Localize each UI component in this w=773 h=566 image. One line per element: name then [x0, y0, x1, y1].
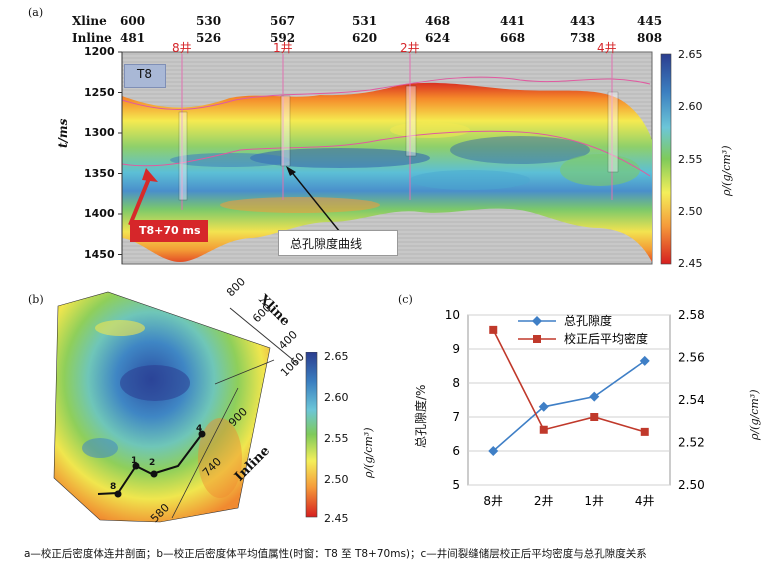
series-point-porosity	[488, 446, 499, 456]
map-colorbar	[305, 352, 318, 518]
map-well-label: 1	[131, 456, 138, 466]
map-well-label: 4	[196, 424, 203, 434]
x-category-label: 1井	[584, 494, 604, 508]
horizon-t8-70-label: T8+70 ms	[139, 224, 201, 237]
xline-value: 445	[637, 14, 663, 28]
well-trace-2	[405, 54, 417, 200]
x-category-label: 8井	[483, 494, 503, 508]
section-y-tick: 1200	[84, 45, 115, 58]
right-y-tick: 2.54	[678, 393, 705, 407]
left-y-tick: 6	[452, 444, 460, 458]
horizon-t8-label: T8	[137, 67, 152, 81]
map-well-label: 2	[149, 458, 156, 468]
series-point-porosity	[589, 391, 600, 402]
legend-marker-porosity	[532, 316, 542, 326]
map-well-2-marker	[150, 470, 158, 478]
right-y-tick: 2.50	[678, 478, 705, 492]
series-point-porosity	[639, 355, 650, 366]
inline-value: 526	[196, 31, 222, 45]
series-point-density	[590, 413, 599, 421]
section-y-tick: 1450	[84, 248, 115, 261]
inline-value: 668	[500, 31, 526, 45]
xline-value: 443	[570, 14, 596, 28]
section-y-axis-label: t/ms	[56, 118, 70, 148]
section-y-tick: 1350	[84, 167, 115, 180]
series-point-density	[489, 325, 498, 334]
legend-marker-density	[533, 335, 541, 343]
xline-value: 441	[500, 14, 526, 28]
horizon-t8-70-box	[130, 220, 208, 242]
map-well-1-marker	[132, 462, 140, 470]
section-colorbar-tick: 2.65	[678, 48, 703, 61]
map-colorbar-tick: 2.50	[324, 473, 349, 486]
well-trace-1	[280, 54, 291, 200]
right-y-tick: 2.56	[678, 351, 705, 365]
figure-caption: a—校正后密度体连井剖面；b—校正后密度体平均值属性(时窗：T8 至 T8+70…	[24, 548, 647, 560]
left-y-tick: 8	[452, 376, 460, 390]
inline-value: 808	[637, 31, 663, 45]
section-y-tick: 1400	[84, 207, 115, 220]
inline-value: 592	[270, 31, 296, 45]
left-y-tick: 10	[445, 308, 460, 322]
map-colorbar-tick: 2.55	[324, 432, 349, 445]
well-trace-4	[607, 54, 619, 200]
map-well-label: 8	[110, 482, 117, 492]
panel-b-label: (b)	[28, 293, 44, 306]
well-label-8: 8井	[172, 41, 192, 55]
porosity-curve-label-box	[278, 230, 398, 256]
xline-value: 530	[196, 14, 222, 28]
inline-header-label: Inline	[72, 31, 112, 45]
left-y-tick: 5	[452, 478, 460, 492]
series-point-density	[539, 425, 548, 434]
section-y-tick: 1250	[84, 86, 115, 99]
section-colorbar-tick: 2.50	[678, 205, 703, 218]
chart-right-ylabel: ρ/(g/cm³)	[748, 389, 761, 440]
series-point-density	[640, 427, 649, 436]
well-label-4: 4井	[597, 41, 617, 55]
left-y-tick: 7	[452, 410, 460, 424]
xline-value: 600	[120, 14, 146, 28]
legend-label: 校正后平均密度	[564, 331, 648, 346]
well-trace-8	[178, 54, 188, 210]
horizon-t8-box	[124, 64, 166, 88]
xline-value: 567	[270, 14, 296, 28]
section-colorbar-tick: 2.55	[678, 153, 703, 166]
inline-value: 624	[425, 31, 451, 45]
density-attribute-map	[53, 291, 299, 523]
well-label-1: 1井	[273, 41, 293, 55]
xline-value: 468	[425, 14, 451, 28]
left-y-tick: 9	[452, 342, 460, 356]
right-y-tick: 2.52	[678, 436, 705, 450]
map-colorbar-label: ρ/(g/cm³)	[362, 427, 375, 478]
plot-area	[467, 314, 671, 486]
map-well-4-marker	[198, 430, 206, 438]
inline-value: 481	[120, 31, 146, 45]
inline-value: 620	[352, 31, 378, 45]
xline-value: 531	[352, 14, 378, 28]
right-y-tick: 2.58	[678, 308, 705, 322]
panel-c-label: (c)	[398, 293, 413, 306]
section-colorbar-label: ρ/(g/cm³)	[720, 145, 733, 196]
porosity-curve-label: 总孔隙度曲线	[290, 237, 363, 251]
map-colorbar-tick: 2.45	[324, 512, 349, 525]
section-colorbar-tick: 2.45	[678, 257, 703, 270]
panel-a-label: (a)	[28, 6, 44, 19]
series-point-porosity	[538, 401, 549, 412]
chart-left-ylabel: 总孔隙度/%	[414, 384, 428, 448]
series-line-0	[492, 360, 646, 452]
well-label-2: 2井	[400, 41, 420, 55]
legend-label: 总孔隙度	[564, 313, 612, 328]
section-y-tick: 1300	[84, 126, 115, 139]
inline-value: 738	[570, 31, 596, 45]
porosity-density-chart: 5 6 7 8 9 10 2.50 2.52 2.54 2.56 2.58 8井 2井 1井 4井 总孔隙度校…	[445, 308, 705, 508]
xline-header-label: Xline	[72, 14, 107, 28]
series-line-1	[492, 329, 645, 433]
map-colorbar-tick: 2.60	[324, 391, 349, 404]
map-colorbar-tick: 2.65	[324, 350, 349, 363]
x-category-label: 4井	[635, 494, 655, 508]
x-category-label: 2井	[534, 494, 554, 508]
section-colorbar-tick: 2.60	[678, 100, 703, 113]
map-well-8-marker	[114, 490, 122, 498]
